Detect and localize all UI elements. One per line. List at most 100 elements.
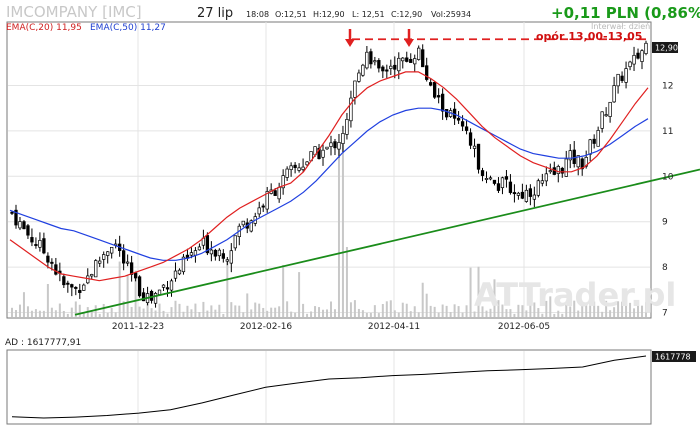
- volume-bar: [326, 309, 329, 317]
- candle-body: [560, 167, 564, 174]
- ad-line: [11, 355, 647, 419]
- candle-body: [588, 139, 592, 155]
- candle-body: [293, 164, 297, 168]
- header-open: O:12,51: [275, 10, 307, 19]
- volume-bar: [294, 312, 297, 317]
- volume-bar: [302, 303, 305, 317]
- volume-bar: [178, 303, 181, 317]
- volume-bar: [270, 307, 273, 317]
- candle-body: [417, 47, 421, 60]
- volume-bar: [637, 301, 640, 317]
- volume-bar: [54, 310, 57, 317]
- candle-body: [393, 64, 397, 70]
- volume-bar: [106, 312, 109, 317]
- volume-bar: [481, 306, 484, 317]
- volume-bar: [461, 312, 464, 317]
- volume-bar: [322, 309, 325, 317]
- volume-bar: [573, 300, 576, 317]
- y-tick-label: 12: [662, 82, 673, 92]
- volume-bar: [246, 293, 249, 317]
- candle-body: [317, 147, 321, 160]
- volume-bar: [162, 310, 165, 317]
- candle-body: [520, 191, 525, 199]
- candle-body: [644, 42, 648, 54]
- volume-bar: [78, 304, 81, 317]
- price-change: +0,11 PLN (0,86%): [551, 4, 700, 22]
- ema50-legend: EMA(C,50) 11,27: [90, 23, 166, 33]
- volume-bar: [433, 306, 436, 317]
- candle-body: [413, 58, 417, 65]
- candle-body: [66, 282, 70, 285]
- candle-body: [78, 289, 82, 293]
- volume-bar: [222, 313, 225, 317]
- volume-bar: [310, 311, 313, 317]
- candle-body: [285, 168, 289, 178]
- candle-body: [181, 256, 186, 273]
- volume-bar: [298, 272, 301, 317]
- candle-body: [165, 287, 170, 290]
- volume-bar: [373, 305, 376, 317]
- x-tick-label: 2012-04-11: [368, 322, 420, 332]
- volume-bar: [66, 313, 69, 317]
- volume-bar: [146, 301, 149, 317]
- candle-body: [257, 207, 261, 215]
- volume-bar: [565, 304, 568, 317]
- candle-body: [628, 61, 632, 68]
- volume-bar: [361, 310, 364, 317]
- volume-bar: [485, 310, 488, 317]
- volume-bar: [234, 305, 237, 317]
- candle-body: [329, 142, 333, 147]
- candle-body: [488, 177, 493, 180]
- volume-bar: [274, 307, 277, 317]
- candle-body: [141, 292, 146, 302]
- candle-body: [512, 192, 517, 195]
- volume-bar: [541, 313, 544, 317]
- candle-body: [129, 262, 134, 275]
- volume-bar: [341, 142, 344, 317]
- volume-bar: [469, 267, 472, 317]
- volume-bar: [409, 311, 412, 317]
- volume-bar: [389, 300, 392, 317]
- candle-body: [197, 246, 202, 251]
- candle-body: [389, 65, 393, 69]
- candle-body: [624, 68, 628, 83]
- volume-bar: [38, 310, 41, 317]
- candle-body: [14, 209, 18, 226]
- volume-bar: [593, 301, 596, 317]
- candle-body: [46, 255, 50, 263]
- ad-label: AD : 1617777,91: [5, 338, 81, 348]
- volume-bar: [645, 302, 647, 317]
- candle-body: [369, 51, 373, 65]
- volume-bar: [314, 306, 317, 317]
- volume-bar: [254, 302, 257, 317]
- volume-bar: [198, 312, 201, 317]
- volume-bar: [429, 305, 432, 317]
- y-tick-label: 11: [662, 127, 673, 137]
- candle-body: [110, 246, 114, 254]
- candle-body: [157, 289, 162, 295]
- candle-body: [580, 158, 584, 170]
- candle-body: [297, 167, 301, 171]
- volume-bar: [11, 307, 13, 317]
- volume-bar: [278, 306, 281, 317]
- volume-bar: [581, 303, 584, 317]
- volume-bar: [174, 300, 177, 317]
- candle-body: [437, 95, 441, 98]
- candle-body: [480, 170, 485, 176]
- candle-body: [321, 149, 325, 158]
- volume-bar: [453, 304, 456, 317]
- candle-body: [524, 189, 529, 202]
- candle-body: [616, 73, 620, 87]
- volume-bar: [545, 300, 548, 317]
- candle-body: [289, 165, 293, 170]
- volume-bar: [525, 310, 528, 317]
- volume-bar: [393, 310, 396, 317]
- candle-body: [34, 244, 38, 246]
- last-price-badge: [652, 42, 678, 53]
- candle-body: [213, 249, 218, 257]
- candle-body: [596, 130, 600, 147]
- candle-body: [50, 261, 54, 264]
- volume-bar: [58, 303, 61, 317]
- candle-body: [241, 220, 245, 226]
